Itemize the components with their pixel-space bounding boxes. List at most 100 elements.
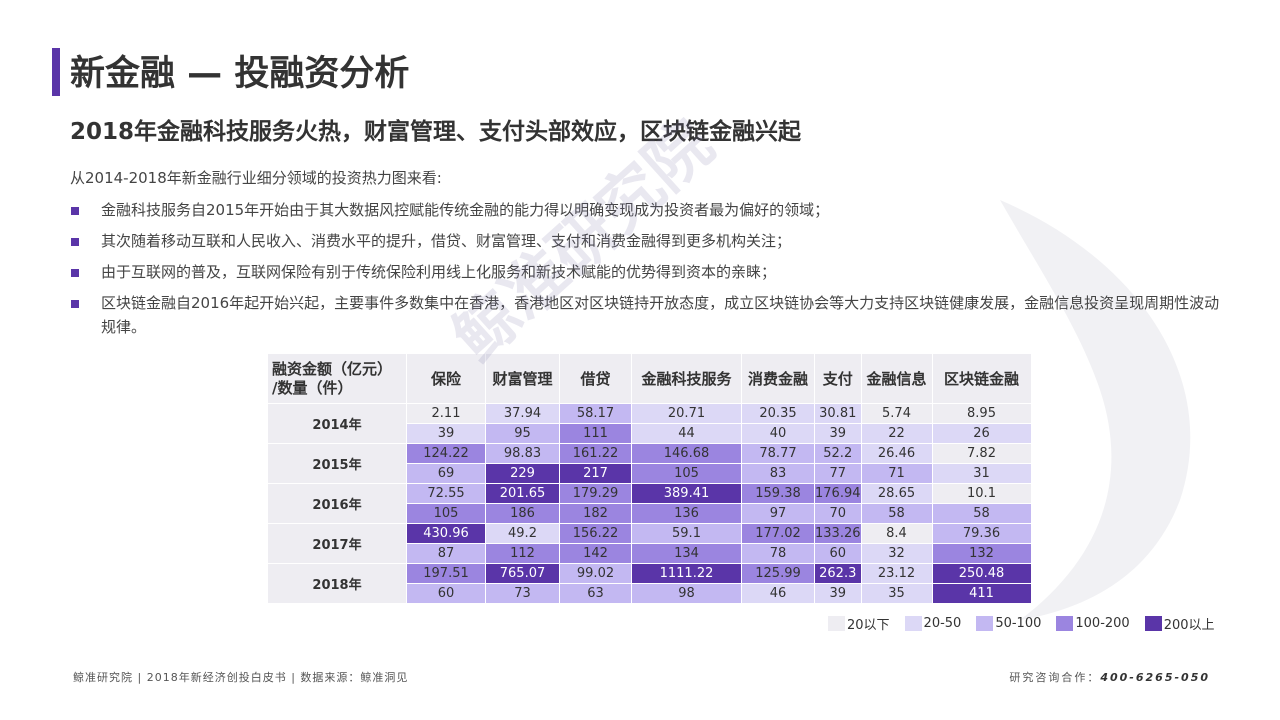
bullet-list: 金融科技服务自2015年开始由于其大数据风控赋能传统金融的能力得以明确变现成为投…	[70, 198, 1230, 346]
table-row: 39 95 111 44 40 39 22 26	[268, 423, 1032, 444]
bullet-text: 区块链金融自2016年起开始兴起，主要事件多数集中在香港，香港地区对区块链持开放…	[101, 294, 1220, 336]
count-cell: 105	[406, 503, 486, 524]
table-row: 87 112 142 134 78 60 32 132	[268, 543, 1032, 564]
column-header: 金融信息	[860, 353, 933, 404]
corner-line-count: /数量（件）	[272, 378, 353, 397]
count-cell: 32	[860, 543, 933, 564]
year-label: 2015年	[267, 443, 407, 484]
legend-item: 20-50	[904, 614, 962, 633]
amount-cell: 78.77	[741, 443, 815, 464]
count-cell: 134	[631, 543, 742, 564]
count-cell: 105	[631, 463, 742, 484]
bullet-square-icon	[71, 269, 79, 277]
count-cell: 39	[814, 423, 862, 444]
amount-cell: 98.83	[485, 443, 560, 464]
count-cell: 35	[860, 583, 933, 604]
legend-label: 20-50	[923, 616, 962, 631]
count-cell: 97	[741, 503, 815, 524]
bullet-text: 金融科技服务自2015年开始由于其大数据风控赋能传统金融的能力得以明确变现成为投…	[101, 201, 830, 219]
count-cell: 111	[559, 423, 632, 444]
page-title: 新金融 — 投融资分析	[70, 54, 410, 94]
amount-cell: 37.94	[485, 403, 560, 424]
amount-cell: 197.51	[406, 563, 486, 584]
count-cell: 186	[485, 503, 560, 524]
count-cell: 44	[631, 423, 742, 444]
count-cell: 142	[559, 543, 632, 564]
footer-contact-label: 研究咨询合作：	[1009, 671, 1101, 684]
column-header: 消费金融	[741, 353, 815, 404]
count-cell: 95	[485, 423, 560, 444]
amount-cell: 389.41	[631, 483, 742, 504]
count-cell: 26	[931, 423, 1032, 444]
amount-cell: 201.65	[485, 483, 560, 504]
amount-cell: 125.99	[741, 563, 815, 584]
amount-cell: 176.94	[814, 483, 862, 504]
count-cell: 229	[485, 463, 560, 484]
bullet-item: 区块链金融自2016年起开始兴起，主要事件多数集中在香港，香港地区对区块链持开放…	[70, 291, 1230, 339]
amount-cell: 159.38	[741, 483, 815, 504]
bullet-item: 由于互联网的普及，互联网保险有别于传统保险利用线上化服务和新技术赋能的优势得到资…	[70, 260, 1230, 284]
amount-cell: 262.3	[814, 563, 862, 584]
investment-heatmap-table: 融资金额（亿元） /数量（件） 保险 财富管理 借贷 金融科技服务 消费金融 支付 金融信息…	[267, 353, 1032, 604]
amount-cell: 58.17	[559, 403, 632, 424]
year-label: 2017年	[267, 523, 407, 564]
count-cell: 98	[631, 583, 742, 604]
table-row: 2015年 124.22 98.83 161.22 146.68 78.77 52.2 26.…	[267, 443, 1032, 484]
amount-cell: 430.96	[406, 523, 486, 544]
amount-cell: 161.22	[559, 443, 632, 464]
bullet-square-icon	[71, 300, 79, 308]
amount-cell: 124.22	[406, 443, 486, 464]
table-row: 2014年 2.11 37.94 58.17 20.71 20.35 30.81 5.74 8.…	[267, 403, 1032, 444]
bullet-text: 由于互联网的普及，互联网保险有别于传统保险利用线上化服务和新技术赋能的优势得到资…	[101, 263, 777, 281]
amount-cell: 72.55	[406, 483, 486, 504]
bullet-text: 其次随着移动互联和人民收入、消费水平的提升，借贷、财富管理、支付和消费金融得到更…	[101, 232, 792, 250]
year-label: 2016年	[267, 483, 407, 524]
amount-cell: 7.82	[931, 443, 1032, 464]
amount-cell: 146.68	[631, 443, 742, 464]
count-cell: 136	[631, 503, 742, 524]
amount-cell: 2.11	[406, 403, 486, 424]
amount-cell: 179.29	[559, 483, 632, 504]
count-cell: 71	[860, 463, 933, 484]
amount-cell: 49.2	[485, 523, 560, 544]
footer-source: 鲸准研究院 | 2018年新经济创投白皮书 | 数据来源：鲸准洞见	[73, 671, 409, 684]
legend-swatch	[1144, 616, 1162, 631]
column-header: 财富管理	[485, 353, 560, 404]
table-row: 2016年 72.55 201.65 179.29 389.41 159.38 176.94…	[267, 483, 1032, 524]
bullet-item: 金融科技服务自2015年开始由于其大数据风控赋能传统金融的能力得以明确变现成为投…	[70, 198, 1230, 222]
count-cell: 73	[485, 583, 560, 604]
count-cell: 39	[406, 423, 486, 444]
amount-cell: 28.65	[860, 483, 933, 504]
legend-swatch	[828, 616, 845, 631]
amount-cell: 8.4	[860, 523, 933, 544]
count-cell: 40	[741, 423, 815, 444]
count-cell: 182	[559, 503, 632, 524]
count-cell: 70	[814, 503, 862, 524]
legend-swatch	[976, 616, 994, 631]
count-cell: 39	[814, 583, 862, 604]
legend-item: 100-200	[1056, 614, 1130, 633]
amount-cell: 20.71	[631, 403, 742, 424]
footer-contact: 研究咨询合作：400-6265-050	[1009, 669, 1210, 685]
count-cell: 78	[741, 543, 815, 564]
corner-line-amount: 融资金额（亿元）	[272, 359, 393, 378]
title-accent-bar	[52, 48, 60, 96]
amount-cell: 5.74	[860, 403, 933, 424]
count-cell: 77	[814, 463, 862, 484]
count-cell: 60	[814, 543, 862, 564]
count-cell: 132	[931, 543, 1032, 564]
table-corner-header: 融资金额（亿元） /数量（件）	[267, 353, 407, 404]
amount-cell: 133.26	[814, 523, 862, 544]
amount-cell: 23.12	[860, 563, 933, 584]
amount-cell: 8.95	[931, 403, 1032, 424]
bullet-square-icon	[71, 238, 79, 246]
amount-cell: 59.1	[631, 523, 742, 544]
amount-cell: 156.22	[559, 523, 632, 544]
legend-label: 100-200	[1075, 616, 1130, 631]
legend-swatch	[1056, 616, 1074, 631]
column-header: 保险	[406, 353, 486, 404]
footer-phone: 400-6265-050	[1100, 671, 1210, 684]
amount-cell: 30.81	[814, 403, 862, 424]
count-cell: 22	[860, 423, 933, 444]
count-cell: 58	[931, 503, 1032, 524]
